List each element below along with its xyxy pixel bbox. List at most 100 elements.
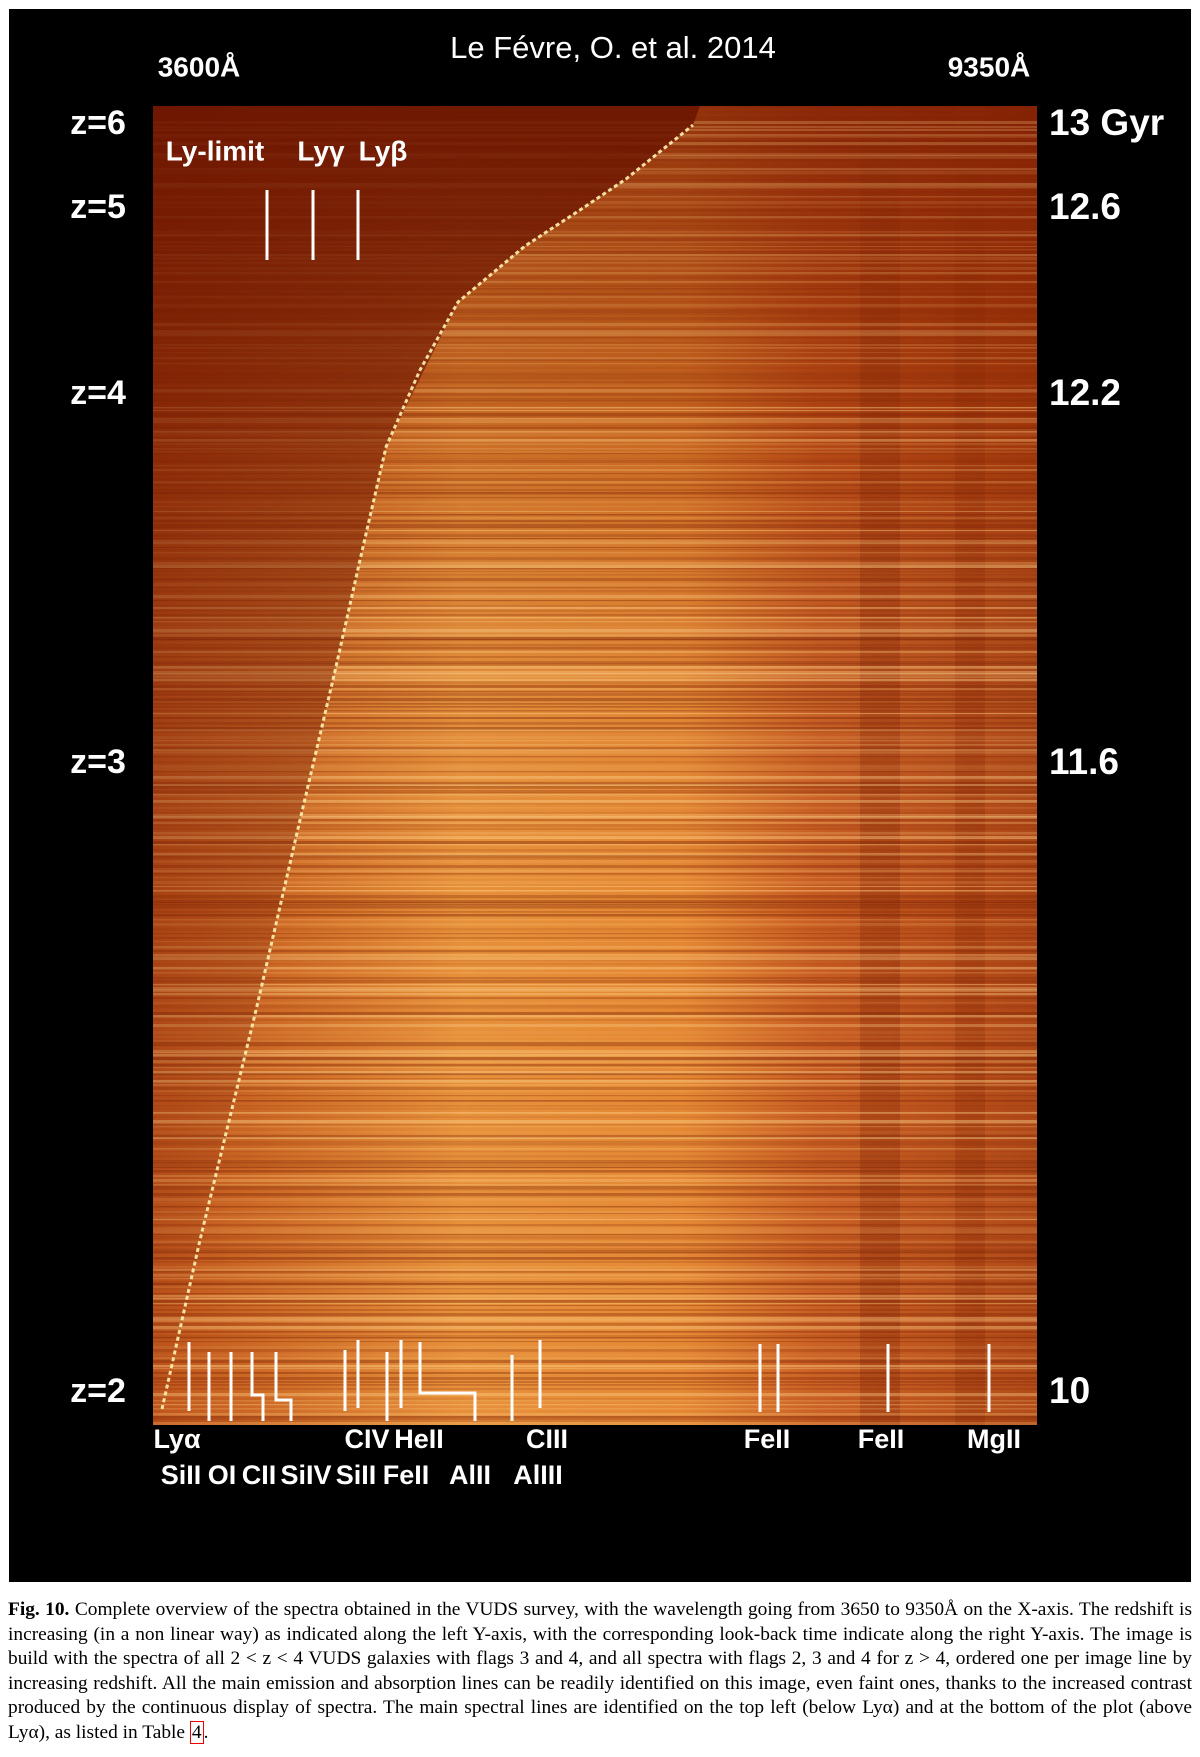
- spectrum-row: [153, 1164, 1037, 1168]
- caption-label: Fig. 10.: [8, 1599, 70, 1620]
- spectrum-row: [153, 1100, 1037, 1102]
- spectrum-row: [153, 323, 1037, 327]
- spectrum-row: [153, 1408, 1037, 1410]
- lookback-label: 12.6: [1049, 186, 1121, 227]
- table-reference[interactable]: 4: [189, 1720, 204, 1744]
- spectrum-row: [153, 647, 1037, 650]
- spectrum-row: [153, 387, 1037, 390]
- spectrum-row: [153, 1151, 1037, 1153]
- spectrum-row: [153, 557, 1037, 561]
- spectrum-row: [153, 765, 1037, 769]
- spectrum-row: [153, 1126, 1037, 1128]
- lookback-label: 13 Gyr: [1049, 102, 1164, 143]
- spectrum-row: [153, 492, 1037, 495]
- spectrum-row: [153, 465, 1037, 467]
- caption-end: .: [203, 1721, 209, 1743]
- lookback-label: 11.6: [1049, 741, 1119, 782]
- spectrum-row: [153, 1137, 1037, 1139]
- spectrum-row: [153, 549, 1037, 551]
- spectrum-row: [153, 1224, 1037, 1227]
- spectrum-row: [153, 937, 1037, 939]
- spectrum-row: [153, 1045, 1037, 1047]
- spectrum-row: [153, 740, 1037, 742]
- spectrum-row: [153, 895, 1037, 899]
- spectrum-row: [153, 844, 1037, 846]
- spectrum-row: [153, 1067, 1037, 1069]
- spectrum-row: [153, 481, 1037, 484]
- spectrum-row: [153, 1042, 1037, 1046]
- spectrum-row: [153, 928, 1037, 931]
- spectrum-row: [153, 1281, 1037, 1285]
- spectrum-row: [153, 437, 1037, 439]
- spectrum-row: [153, 1372, 1037, 1374]
- spectrum-row: [153, 855, 1037, 858]
- spectrum-row: [153, 761, 1037, 764]
- spectrum-row: [153, 666, 1037, 669]
- spectrum-row: [153, 262, 1037, 264]
- spectrum-row: [153, 251, 1037, 254]
- spectrum-row: [153, 980, 1037, 983]
- spectrum-row: [153, 1331, 1037, 1333]
- spectrum-row: [153, 722, 1037, 725]
- spectrum-row: [153, 433, 1037, 437]
- spectrum-row: [153, 540, 1037, 542]
- spectrum-row: [153, 933, 1037, 935]
- spectrum-row: [153, 1148, 1037, 1150]
- line-label: Ly-limit: [166, 135, 265, 166]
- spectrum-row: [153, 1160, 1037, 1162]
- spectrum-row: [153, 1120, 1037, 1124]
- spectrum-row: [153, 782, 1037, 786]
- spectrum-row: [153, 1005, 1037, 1008]
- spectrum-row: [153, 1234, 1037, 1236]
- spectrum-row: [153, 276, 1037, 279]
- spectrum-row: [153, 841, 1037, 844]
- spectrum-row: [153, 1271, 1037, 1273]
- spectrum-row: [153, 1080, 1037, 1083]
- redshift-label: z=4: [70, 374, 126, 412]
- spectrum-row: [153, 1236, 1037, 1240]
- spectrum-row: [153, 1305, 1037, 1307]
- spectrum-row: [153, 1206, 1037, 1208]
- spectrum-row: [153, 1050, 1037, 1053]
- spectrum-row: [153, 1323, 1037, 1326]
- spectrum-row: [153, 568, 1037, 570]
- wavelength-label: 3600Å: [158, 51, 241, 82]
- spectrum-row: [153, 967, 1037, 970]
- spectrum-row: [153, 1313, 1037, 1317]
- spectrum-row: [153, 1337, 1037, 1339]
- spectrum-row: [153, 1198, 1037, 1201]
- wavelength-label: 9350Å: [948, 51, 1031, 82]
- figure: Le Févre, O. et al. 2014 3600Å 9350Å z=6…: [9, 9, 1191, 1582]
- spectrum-row: [153, 629, 1037, 633]
- spectrum-row: [153, 1186, 1037, 1190]
- spectrum-row: [153, 301, 1037, 303]
- spectrum-row: [153, 542, 1037, 545]
- spectrum-row: [153, 534, 1037, 537]
- spectrum-row: [153, 1002, 1037, 1004]
- top-line-markers: [265, 190, 360, 260]
- spectrum-row: [153, 784, 1037, 786]
- spectrum-row: [153, 489, 1037, 492]
- spectrum-row: [153, 448, 1037, 450]
- spectrum-row: [153, 865, 1037, 869]
- spectrum-row: [153, 1064, 1037, 1067]
- spectrum-row: [153, 216, 1037, 219]
- spectrum-row: [153, 1250, 1037, 1254]
- spectrum-row: [153, 710, 1037, 712]
- spectrum-row: [153, 639, 1037, 641]
- redshift-label: z=5: [70, 188, 126, 226]
- spectrum-row: [153, 752, 1037, 754]
- spectrum-row: [153, 960, 1037, 962]
- spectrum-row: [153, 1303, 1037, 1304]
- spectrum-row: [153, 520, 1037, 523]
- spectrum-row: [153, 614, 1037, 616]
- spectrum-row: [153, 407, 1037, 409]
- line-label: SiIV: [280, 1460, 331, 1490]
- spectrum-row: [153, 1057, 1037, 1061]
- spectrum-row: [153, 241, 1037, 244]
- spectrum-row: [153, 644, 1037, 647]
- spectrum-row: [153, 1052, 1037, 1054]
- spectrum-row: [153, 1216, 1037, 1220]
- absorption-band: [955, 106, 985, 1425]
- spectrum-row: [153, 849, 1037, 852]
